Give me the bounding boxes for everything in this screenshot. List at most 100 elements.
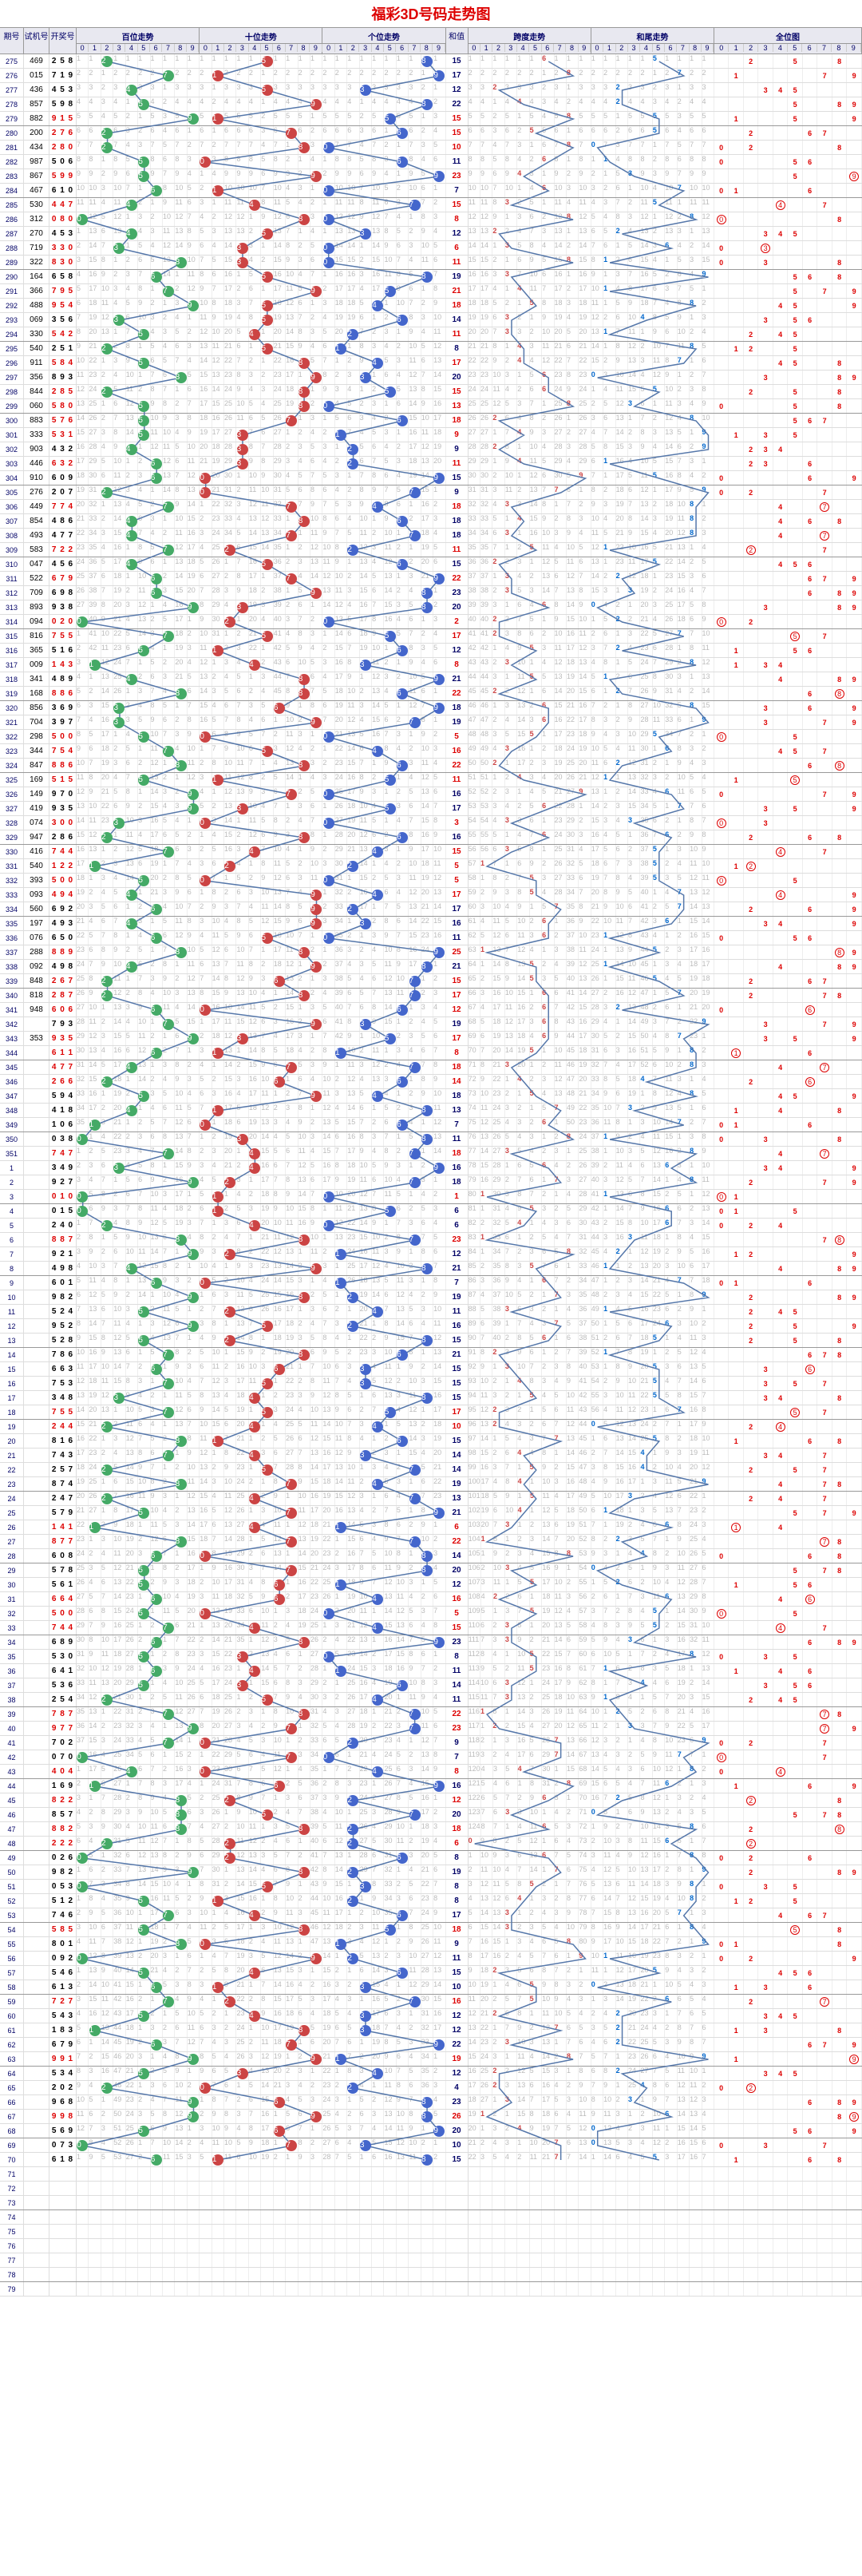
draw-cell: 4 5 3 bbox=[49, 227, 77, 240]
draw-cell: 6 3 2 bbox=[49, 457, 77, 470]
issue-cell: 12 bbox=[0, 1319, 24, 1333]
test-cell: 540 bbox=[24, 859, 49, 873]
draw-cell: 3 5 6 bbox=[49, 313, 77, 327]
sum-cell: 5 bbox=[446, 730, 469, 743]
sum-cell: 11 bbox=[446, 931, 469, 945]
draw-cell: 0 3 8 bbox=[49, 1132, 77, 1146]
sum-cell: 23 bbox=[446, 1233, 469, 1246]
issue-cell: 275 bbox=[0, 54, 24, 68]
sum-cell: 18 bbox=[446, 500, 469, 513]
sum-cell: 17 bbox=[446, 1908, 469, 1922]
draw-cell: 2 6 6 bbox=[49, 1075, 77, 1088]
issue-cell: 291 bbox=[0, 284, 24, 298]
draw-cell: 2 0 7 bbox=[49, 485, 77, 499]
test-cell: 168 bbox=[24, 687, 49, 700]
issue-cell: 312 bbox=[0, 586, 24, 600]
sum-cell: 15 bbox=[446, 557, 469, 571]
sum-cell: 12 bbox=[446, 1578, 469, 1591]
issue-cell: 310 bbox=[0, 557, 24, 571]
draw-cell: 5 7 8 bbox=[49, 1563, 77, 1577]
test-cell: 094 bbox=[24, 615, 49, 628]
test-cell bbox=[24, 1808, 49, 1821]
issue-cell: 74 bbox=[0, 2210, 24, 2224]
issue-cell: 68 bbox=[0, 2124, 24, 2138]
sum-cell: 17 bbox=[446, 989, 469, 1002]
sum-cell: 15 bbox=[446, 471, 469, 485]
draw-cell: 5 7 9 bbox=[49, 1506, 77, 1520]
test-cell bbox=[24, 1607, 49, 1620]
sum-cell: 12 bbox=[446, 1793, 469, 1807]
test-cell: 522 bbox=[24, 572, 49, 585]
test-cell bbox=[24, 1017, 49, 1031]
draw-cell: 7 9 5 bbox=[49, 284, 77, 298]
issue-cell: 70 bbox=[0, 2153, 24, 2166]
draw-cell bbox=[49, 2239, 77, 2253]
issue-cell: 32 bbox=[0, 1607, 24, 1620]
issue-cell: 67 bbox=[0, 2110, 24, 2123]
test-cell: 449 bbox=[24, 500, 49, 513]
draw-cell: 5 0 0 bbox=[49, 730, 77, 743]
draw-cell: 1 4 1 bbox=[49, 1520, 77, 1534]
test-cell bbox=[24, 1851, 49, 1865]
draw-cell: 8 7 4 bbox=[49, 1477, 77, 1491]
sum-cell bbox=[446, 2182, 469, 2195]
sum-cell: 9 bbox=[446, 1937, 469, 1951]
issue-cell: 54 bbox=[0, 1923, 24, 1936]
sum-cell: 9 bbox=[446, 428, 469, 442]
draw-cell: 4 9 4 bbox=[49, 888, 77, 902]
draw-cell: 5 3 1 bbox=[49, 428, 77, 442]
draw-cell: 2 0 2 bbox=[49, 2081, 77, 2094]
sum-cell: 17 bbox=[446, 629, 469, 643]
draw-cell: 5 4 6 bbox=[49, 1966, 77, 1980]
test-cell: 434 bbox=[24, 141, 49, 154]
test-cell: 276 bbox=[24, 485, 49, 499]
test-cell bbox=[24, 2052, 49, 2066]
draw-cell: 8 0 1 bbox=[49, 1937, 77, 1951]
issue-cell: 302 bbox=[0, 442, 24, 456]
issue-cell: 79 bbox=[0, 2282, 24, 2296]
issue-cell: 297 bbox=[0, 371, 24, 384]
issue-cell: 44 bbox=[0, 1779, 24, 1793]
issue-cell: 339 bbox=[0, 974, 24, 988]
issue-cell: 336 bbox=[0, 931, 24, 945]
issue-cell: 306 bbox=[0, 500, 24, 513]
issue-cell: 308 bbox=[0, 529, 24, 542]
test-cell bbox=[24, 1449, 49, 1462]
draw-cell: 5 1 5 bbox=[49, 773, 77, 787]
sum-cell: 11 bbox=[446, 773, 469, 787]
sum-cell bbox=[446, 2225, 469, 2238]
test-cell bbox=[24, 2124, 49, 2138]
issue-cell: 3 bbox=[0, 1190, 24, 1203]
test-cell: 069 bbox=[24, 313, 49, 327]
test-cell bbox=[24, 2095, 49, 2109]
test-cell bbox=[24, 1391, 49, 1405]
draw-cell: 2 6 7 bbox=[49, 974, 77, 988]
draw-cell: 6 8 9 bbox=[49, 1635, 77, 1649]
test-cell bbox=[24, 2210, 49, 2224]
issue-cell: 331 bbox=[0, 859, 24, 873]
issue-cell: 315 bbox=[0, 629, 24, 643]
sum-cell: 23 bbox=[446, 1722, 469, 1735]
test-cell bbox=[24, 1290, 49, 1304]
sum-cell: 26 bbox=[446, 2110, 469, 2123]
sum-cell: 12 bbox=[446, 644, 469, 657]
sum-cell: 25 bbox=[446, 945, 469, 959]
sum-cell: 18 bbox=[446, 514, 469, 528]
test-cell: 882 bbox=[24, 112, 49, 125]
sum-cell: 15 bbox=[446, 112, 469, 125]
test-cell bbox=[24, 2253, 49, 2267]
draw-cell: 0 1 5 bbox=[49, 1204, 77, 1218]
draw-cell: 0 9 2 bbox=[49, 1952, 77, 1965]
test-cell: 856 bbox=[24, 701, 49, 715]
test-cell bbox=[24, 1348, 49, 1361]
issue-cell: 292 bbox=[0, 299, 24, 312]
issue-cell: 327 bbox=[0, 802, 24, 815]
test-cell bbox=[24, 2268, 49, 2281]
draw-cell: 4 8 6 bbox=[49, 514, 77, 528]
test-cell bbox=[24, 1535, 49, 1548]
test-cell bbox=[24, 1736, 49, 1750]
draw-cell: 9 9 8 bbox=[49, 2110, 77, 2123]
sum-cell: 15 bbox=[446, 54, 469, 68]
test-cell bbox=[24, 1204, 49, 1218]
issue-cell: 287 bbox=[0, 227, 24, 240]
